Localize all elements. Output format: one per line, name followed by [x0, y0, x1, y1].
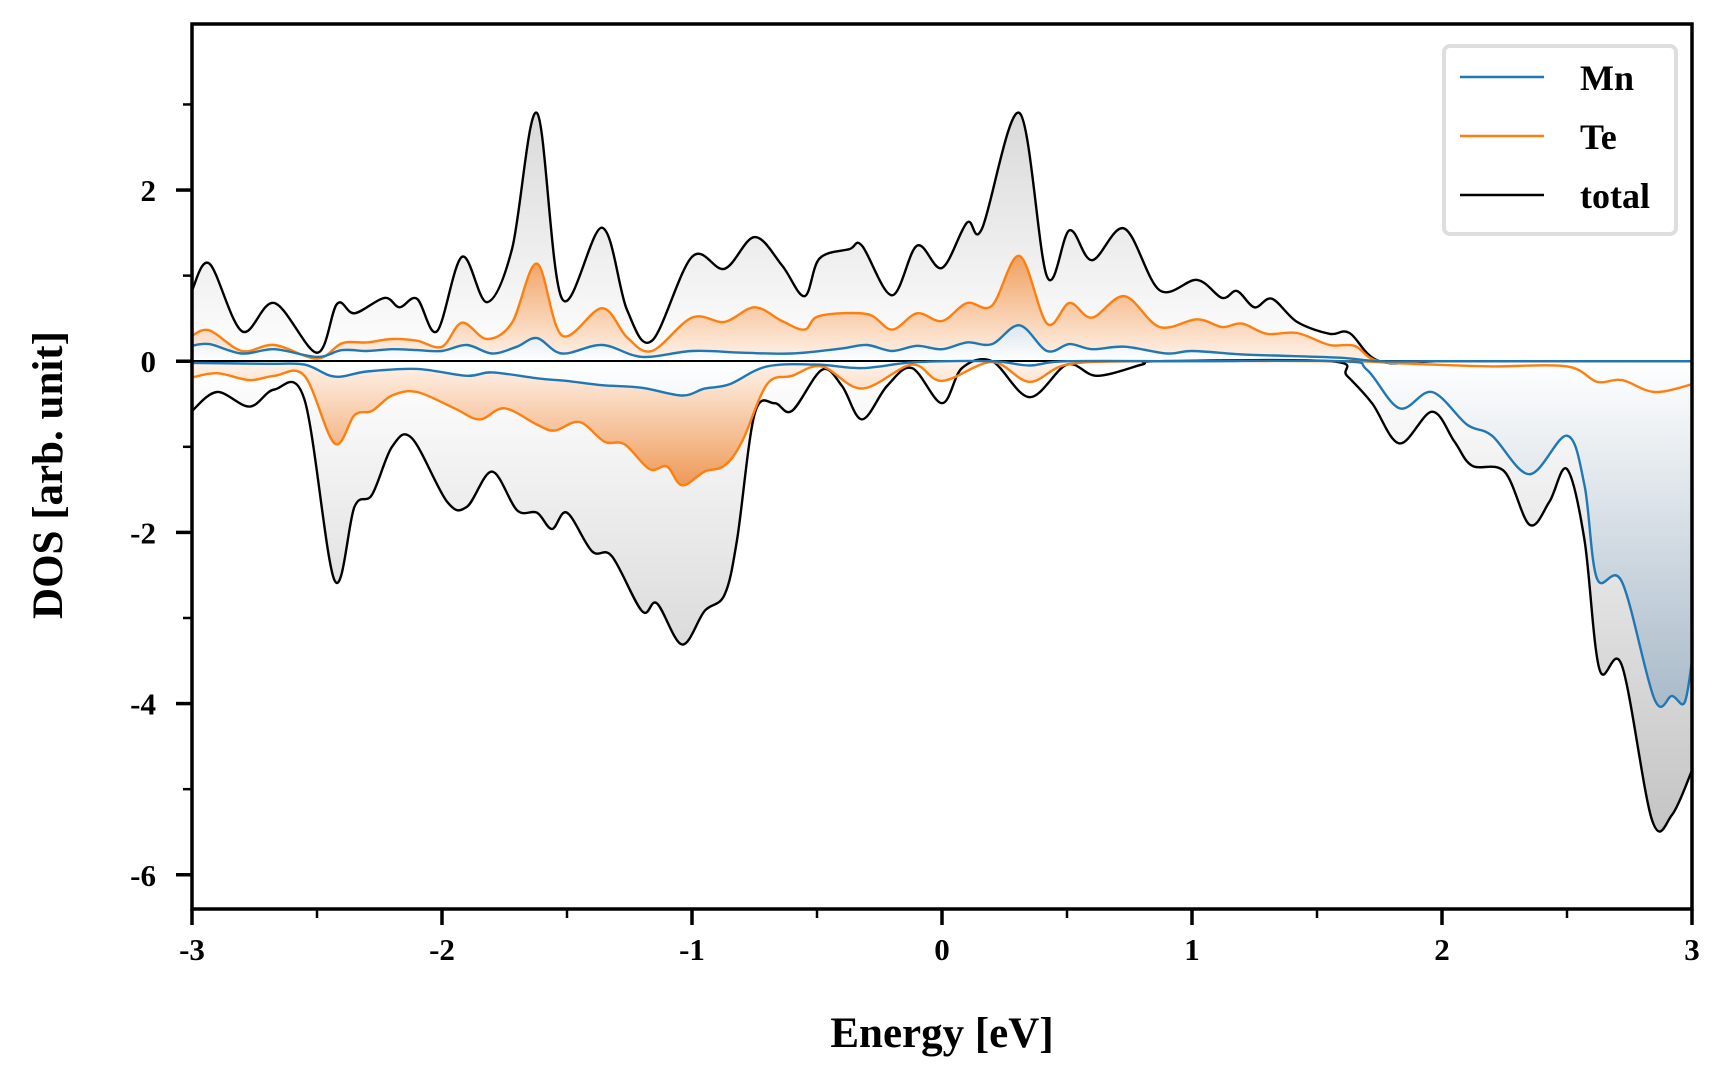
x-axis-label: Energy [eV]: [830, 1010, 1053, 1057]
line-total-down: [192, 358, 1692, 833]
line-mn-up: [192, 324, 1692, 363]
x-tick-label: -1: [679, 932, 705, 967]
line-mn-down: [192, 359, 1692, 708]
fill-layer: [192, 112, 1692, 832]
line-layer: [192, 111, 1692, 833]
y-tick-label: -2: [130, 515, 156, 550]
fill-mn-down: [192, 360, 1692, 707]
y-tick-label: -6: [130, 858, 156, 893]
y-tick-label: -4: [130, 687, 156, 722]
line-te-down: [192, 359, 1692, 487]
y-tick-label: 0: [141, 344, 157, 379]
legend: Mn Te total: [1442, 44, 1678, 236]
line-te-up: [192, 254, 1692, 364]
fill-te-down: [192, 360, 1692, 486]
legend-label-te: Te: [1580, 117, 1617, 157]
x-tick-label: 2: [1434, 932, 1450, 967]
legend-box: [1442, 44, 1678, 236]
legend-label-total: total: [1580, 176, 1650, 216]
line-total-up: [192, 111, 1692, 365]
x-tick-label: 0: [934, 932, 950, 967]
y-tick-label: 2: [141, 173, 157, 208]
fill-total-down: [192, 359, 1692, 832]
x-tick-label: 1: [1184, 932, 1200, 967]
x-axis-ticks: -3 -2 -1 0 1 2 3: [179, 909, 1700, 967]
x-tick-label: 3: [1684, 932, 1700, 967]
fill-mn-up: [192, 325, 1692, 362]
y-axis-ticks: 2 0 -2 -4 -6: [130, 103, 192, 893]
y-axis-label: DOS [arb. unit]: [25, 331, 72, 619]
x-tick-label: -2: [429, 932, 455, 967]
x-tick-label: -3: [179, 932, 205, 967]
fill-total-up: [192, 112, 1692, 364]
legend-label-mn: Mn: [1580, 58, 1634, 98]
